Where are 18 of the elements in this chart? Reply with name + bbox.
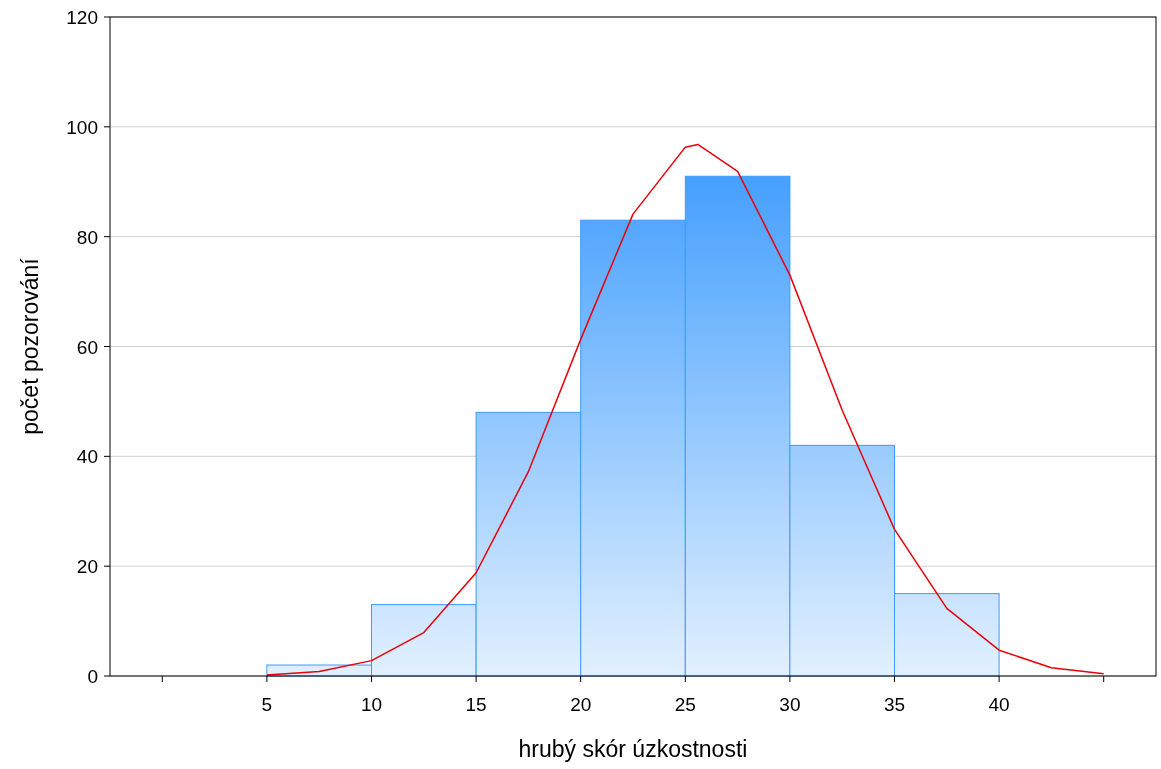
x-tick-label: 30 (779, 694, 801, 715)
x-tick-label: 20 (570, 694, 592, 715)
x-tick-label: 40 (988, 694, 1010, 715)
line-series (266, 143, 1105, 676)
y-tick-label: 40 (76, 446, 98, 468)
y-tick-label: 100 (66, 116, 98, 138)
x-tick-label: 35 (883, 694, 906, 715)
y-axis-title: počet pozorování (17, 257, 43, 435)
y-tick-label: 20 (76, 556, 98, 578)
x-tick-label: 15 (465, 694, 487, 715)
x-axis-title: hrubý skór úzkostnosti (518, 736, 748, 762)
y-tick-label: 0 (87, 666, 98, 687)
y-tick-label: 120 (66, 7, 98, 28)
y-tick-label: 60 (76, 336, 98, 358)
x-tick-label: 25 (674, 694, 696, 715)
x-tick-label: 5 (261, 694, 273, 715)
x-tick-label: 10 (360, 694, 383, 715)
y-tick-label: 80 (76, 226, 98, 248)
